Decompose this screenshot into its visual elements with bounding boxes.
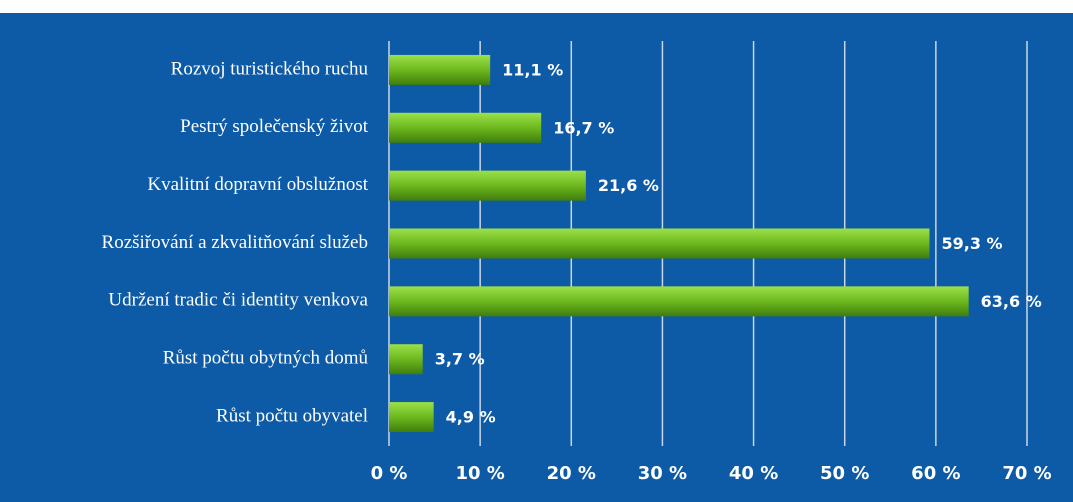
- x-tick-label: 0 %: [371, 463, 408, 484]
- bar: [389, 286, 969, 317]
- x-tick-label: 70 %: [1002, 463, 1051, 484]
- bar: [389, 112, 542, 143]
- value-label: 16,7 %: [553, 118, 614, 137]
- y-tick-label: Rozvoj turistického ruchu: [171, 58, 369, 79]
- y-tick-label: Udržení tradic či identity venkova: [108, 290, 368, 311]
- value-label: 63,6 %: [981, 292, 1042, 311]
- bar: [389, 54, 491, 85]
- bar: [389, 402, 434, 433]
- x-tick-label: 50 %: [820, 463, 869, 484]
- value-label: 21,6 %: [598, 176, 659, 195]
- value-label: 11,1 %: [502, 60, 563, 79]
- y-tick-label: Pestrý společenský život: [180, 116, 369, 137]
- y-tick-label: Rozšiřování a zkvalitňování služeb: [102, 232, 368, 253]
- value-label: 59,3 %: [941, 234, 1002, 253]
- y-tick-label: Růst počtu obytných domů: [163, 348, 369, 369]
- value-label: 3,7 %: [435, 350, 485, 369]
- y-tick-label: Kvalitní dopravní obslužnost: [147, 174, 368, 195]
- bar: [389, 344, 423, 375]
- bar: [389, 170, 586, 201]
- x-tick-label: 20 %: [547, 463, 596, 484]
- y-tick-label: Růst počtu obyvatel: [216, 405, 368, 426]
- value-label: 4,9 %: [446, 408, 496, 427]
- x-tick-label: 30 %: [638, 463, 687, 484]
- x-tick-label: 10 %: [455, 463, 504, 484]
- x-tick-label: 60 %: [911, 463, 960, 484]
- bar: [389, 228, 930, 259]
- x-tick-label: 40 %: [729, 463, 778, 484]
